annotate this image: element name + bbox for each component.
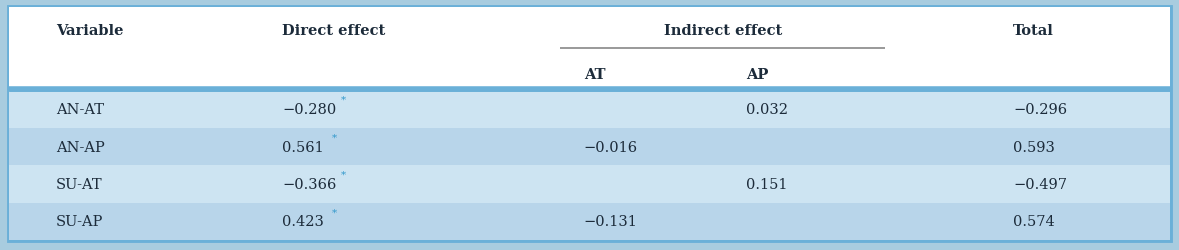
Text: Variable: Variable bbox=[55, 24, 124, 38]
Text: *: * bbox=[341, 96, 347, 105]
Bar bbox=[9, 91, 1170, 128]
Text: 0.574: 0.574 bbox=[1013, 214, 1055, 228]
Text: Indirect effect: Indirect effect bbox=[664, 24, 782, 38]
Text: −0.016: −0.016 bbox=[584, 140, 638, 154]
Text: −0.131: −0.131 bbox=[584, 214, 638, 228]
Text: 0.593: 0.593 bbox=[1013, 140, 1055, 154]
Text: −0.296: −0.296 bbox=[1013, 103, 1067, 117]
Bar bbox=[9, 8, 1170, 91]
Text: SU-AP: SU-AP bbox=[55, 214, 104, 228]
Text: 0.032: 0.032 bbox=[746, 103, 788, 117]
Bar bbox=[9, 128, 1170, 166]
Text: 0.561: 0.561 bbox=[282, 140, 324, 154]
Text: Total: Total bbox=[1013, 24, 1054, 38]
Text: −0.497: −0.497 bbox=[1013, 177, 1067, 191]
Text: Direct effect: Direct effect bbox=[282, 24, 386, 38]
Text: 0.423: 0.423 bbox=[282, 214, 324, 228]
Text: AP: AP bbox=[746, 68, 769, 82]
Text: 0.151: 0.151 bbox=[746, 177, 788, 191]
Text: *: * bbox=[341, 170, 347, 179]
Bar bbox=[9, 166, 1170, 203]
Text: AN-AT: AN-AT bbox=[55, 103, 104, 117]
Text: AN-AP: AN-AP bbox=[55, 140, 105, 154]
Text: AT: AT bbox=[584, 68, 605, 82]
Text: −0.280: −0.280 bbox=[282, 103, 336, 117]
Bar bbox=[9, 203, 1170, 240]
Text: −0.366: −0.366 bbox=[282, 177, 336, 191]
Text: SU-AT: SU-AT bbox=[55, 177, 103, 191]
Text: *: * bbox=[331, 208, 336, 216]
Text: *: * bbox=[331, 133, 336, 142]
